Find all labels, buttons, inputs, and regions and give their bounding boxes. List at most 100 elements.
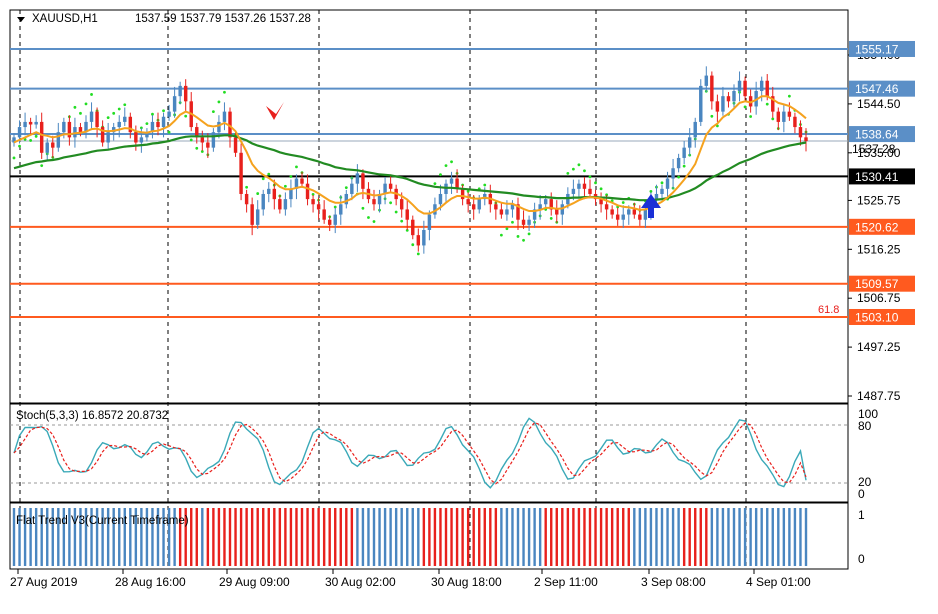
sar-dot [34,134,38,138]
candle-body [23,121,27,128]
stoch-tick-80: 80 [858,419,872,433]
trend-bar [572,508,575,566]
triangle-down-icon[interactable] [17,17,25,22]
candle-body [483,193,487,200]
trend-bar [666,508,669,566]
sar-dot [621,201,625,204]
trend-bar [328,508,331,566]
trend-bar [616,508,619,566]
trend-bar [306,508,309,566]
candle-body [416,235,421,246]
sar-dot [139,126,143,130]
candle-body [222,111,227,122]
candle-body [555,209,559,215]
candle-body [56,132,61,148]
sar-dot [710,114,714,118]
trend-bar [760,508,763,566]
trend-bar [239,508,243,566]
candle-body [588,188,592,194]
time-tick-label: 27 Aug 2019 [10,575,78,589]
candle-body [399,199,404,210]
sar-dot [649,190,653,193]
sar-dot [389,201,393,205]
time-tick-label: 30 Aug 02:00 [325,575,396,589]
candle-body [737,80,742,92]
trend-bar [599,508,603,566]
trend-bar [23,508,27,566]
sar-dot [123,103,127,107]
trend-bar [655,508,658,566]
level-lines [10,47,848,318]
sar-dot [594,181,597,185]
candle-body [278,199,282,210]
stoch-tick-20: 20 [858,475,872,489]
trend-bar [749,508,752,566]
trend-bar [173,508,176,566]
candle-body [250,204,254,225]
trend-bar [151,508,154,566]
candle-body [610,209,614,215]
trend-bar [345,508,348,566]
stoch-signal-line [13,421,807,485]
candle-body [782,111,786,122]
candle-body [771,96,775,112]
candle-body [361,173,365,189]
trend-bar [334,508,337,566]
stoch-tick-100: 100 [858,407,878,421]
trend-bar [289,508,293,566]
sar-dot [106,116,110,120]
candle-body [95,111,99,128]
trend-bar [228,508,232,566]
trend-bar [145,508,149,566]
candle-body [643,209,648,220]
trend-bar [339,508,342,566]
sar-dot [599,187,603,191]
trend-bar [356,508,359,566]
candle-body [687,137,692,148]
sar-dot [433,182,437,186]
candle-body [377,193,382,205]
trend-bar [262,508,265,566]
price-tick-label: 1535.00 [857,146,901,160]
candle-body [51,142,55,148]
sar-dot [361,206,365,210]
candle-body [228,111,232,138]
trend-bar [372,508,376,566]
sar-dot [256,192,260,195]
candle-body [150,121,155,133]
candle-body [449,178,454,184]
candle-body [516,204,520,220]
trend-bar [367,508,370,566]
trend-bar [46,508,49,566]
trend-bar [555,508,558,566]
level-badges: 1555.17 1547.46 1538.64 1530.41 1520.62 1509.… [849,40,915,325]
candle-body [538,204,542,210]
sar-dot [416,252,420,256]
trend-bar [256,508,259,566]
candle-body [45,142,49,153]
sar-dot [200,150,204,153]
sar-dot [571,167,575,171]
candle-body [466,199,470,205]
sar-dot [12,156,16,160]
sar-dot [211,110,215,114]
candle-body [283,199,288,210]
candle-body [134,132,138,143]
trend-bar [212,508,215,566]
trend-bar [710,508,714,566]
flat-trend-title: Flat Trend V3(Current Timeframe) [16,515,189,527]
sar-dot [439,173,442,177]
candle-body [599,199,603,205]
trend-bar [267,508,270,566]
trend-bar [777,508,780,566]
candle-body [422,230,426,246]
trend-bar [455,508,459,566]
candle-body [344,193,349,205]
candle-body [267,188,271,194]
sar-dot [162,109,165,113]
trend-bar [184,508,187,566]
candle-body [521,219,526,225]
trend-bar [727,508,730,566]
candle-body [665,178,670,189]
candle-body [455,178,459,189]
